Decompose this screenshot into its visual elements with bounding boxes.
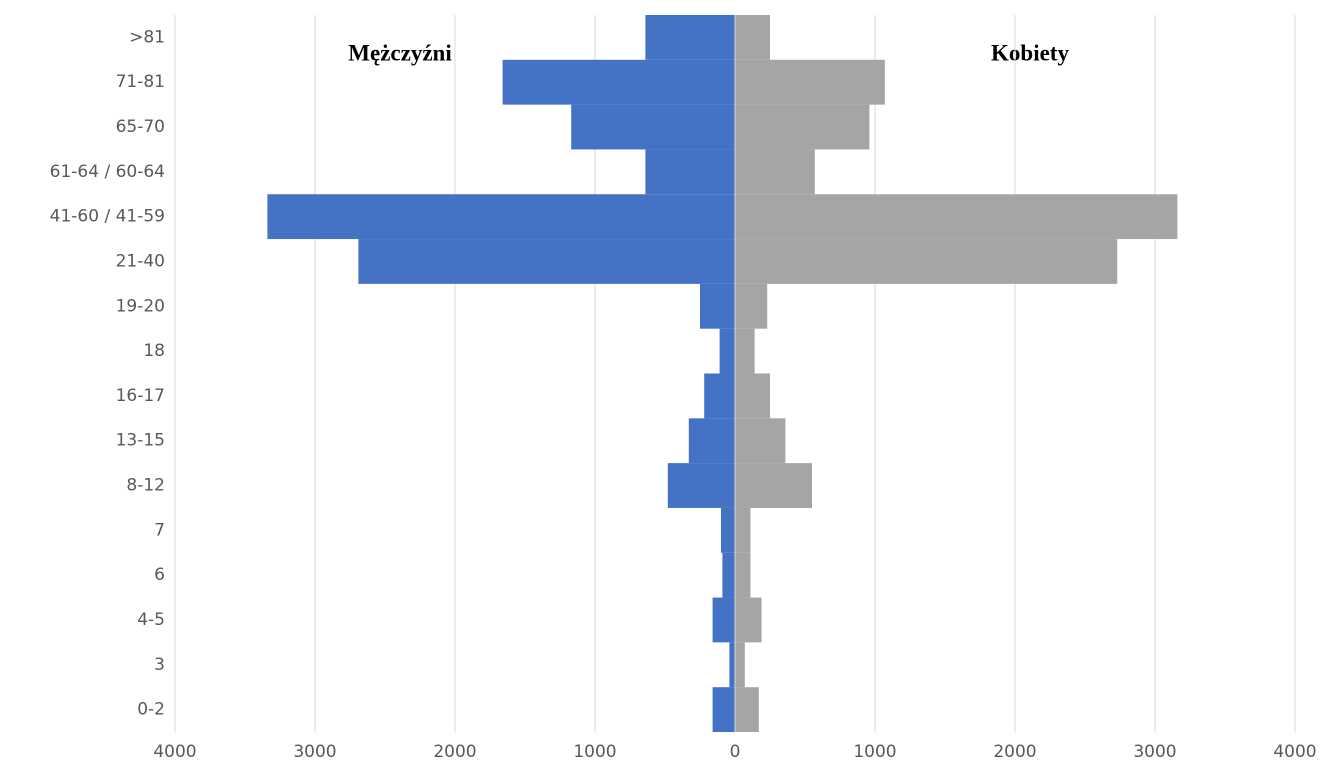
bar <box>735 552 751 598</box>
x-tick-label: 4000 <box>1273 742 1316 762</box>
bar <box>358 239 735 284</box>
x-tick-label: 2000 <box>993 742 1036 762</box>
x-tick-label: 3000 <box>293 742 336 762</box>
bar <box>712 687 735 732</box>
x-tick-label: 3000 <box>1133 742 1176 762</box>
y-tick-label: 3 <box>154 655 165 675</box>
x-tick-label: 1000 <box>573 742 616 762</box>
bar <box>721 507 735 553</box>
y-tick-label: 6 <box>154 565 165 585</box>
bar <box>735 373 770 419</box>
x-tick-label: 0 <box>730 742 741 762</box>
y-tick-label: 61-64 / 60-64 <box>50 162 165 182</box>
bar <box>735 507 751 553</box>
bar <box>719 328 735 374</box>
y-tick-label: 13-15 <box>116 431 165 451</box>
bar <box>735 104 870 150</box>
y-tick-label: 4-5 <box>137 610 165 630</box>
bar <box>735 59 885 105</box>
bar <box>735 194 1178 240</box>
bar <box>645 149 735 195</box>
y-tick-label: 8-12 <box>126 476 165 496</box>
bar <box>645 15 735 60</box>
bar <box>712 597 735 643</box>
bar <box>735 283 768 329</box>
x-tick-label: 1000 <box>853 742 896 762</box>
bar <box>704 373 735 419</box>
annotation: Kobiety <box>991 40 1069 65</box>
y-tick-label: 21-40 <box>116 251 165 271</box>
annotation: Mężczyźni <box>348 40 452 65</box>
bar <box>667 463 735 508</box>
y-tick-label: 18 <box>143 341 165 361</box>
bar <box>735 642 745 688</box>
bar <box>735 418 786 464</box>
y-tick-label: 0-2 <box>137 700 165 720</box>
bar <box>735 597 762 643</box>
y-tick-label: 16-17 <box>116 386 165 406</box>
bar <box>735 239 1118 284</box>
bar <box>735 328 755 374</box>
y-tick-label: 7 <box>154 520 165 540</box>
x-tick-label: 2000 <box>433 742 476 762</box>
bar <box>735 687 759 732</box>
y-tick-label: 65-70 <box>116 117 165 137</box>
bar <box>729 642 735 688</box>
bar <box>688 418 735 464</box>
bar <box>700 283 735 329</box>
bar <box>735 149 815 195</box>
bar <box>735 463 812 508</box>
y-tick-label: >81 <box>129 27 165 47</box>
bar <box>502 59 735 105</box>
y-tick-label: 19-20 <box>116 296 165 316</box>
x-tick-label: 4000 <box>153 742 196 762</box>
bar <box>722 552 735 598</box>
y-tick-label: 71-81 <box>116 72 165 92</box>
bar <box>735 15 770 60</box>
bar <box>267 194 735 240</box>
bar <box>571 104 735 150</box>
y-tick-label: 41-60 / 41-59 <box>50 207 165 227</box>
